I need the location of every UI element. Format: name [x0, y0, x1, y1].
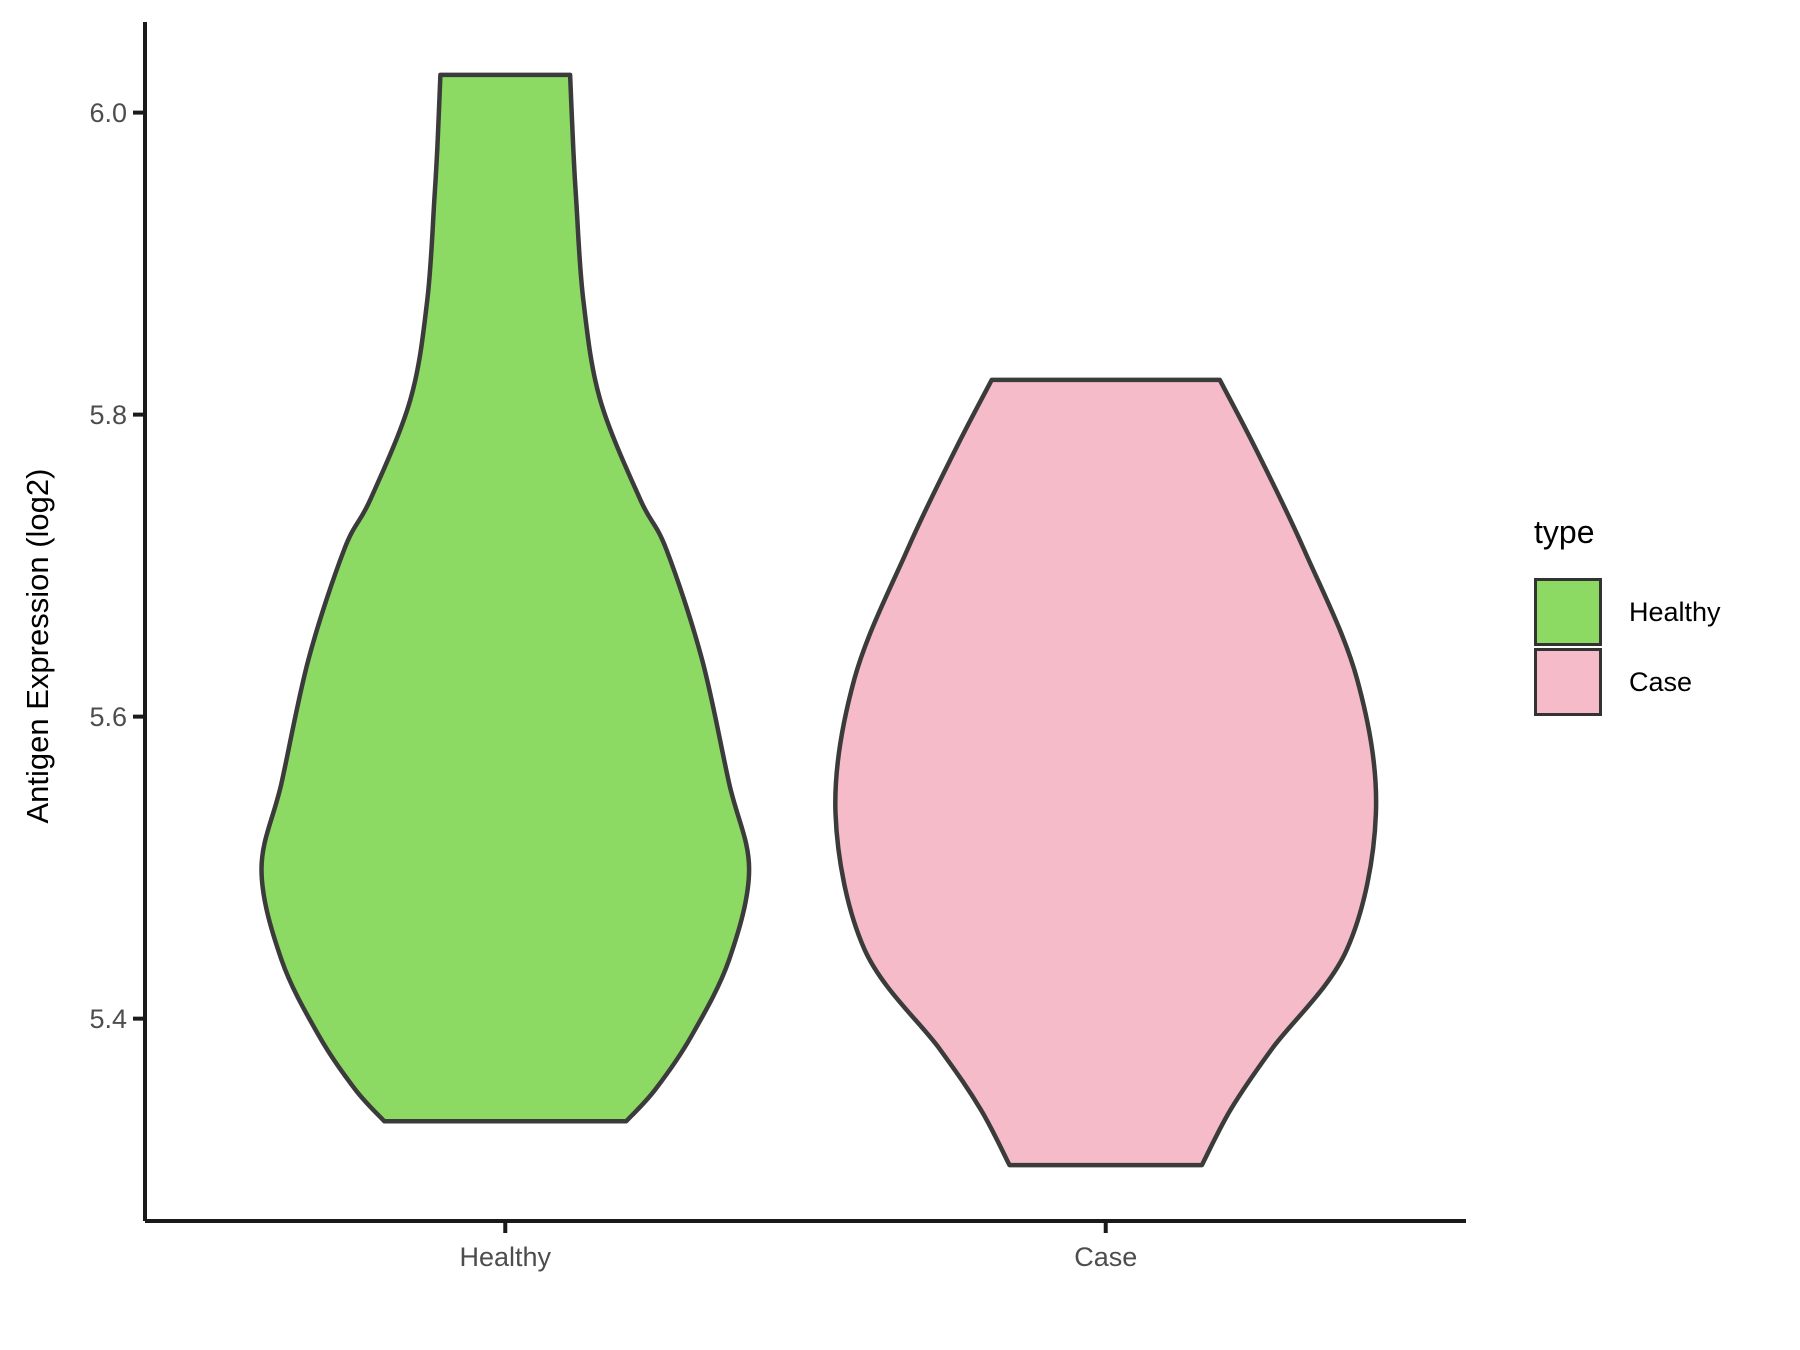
legend-item-healthy: Healthy — [1534, 578, 1721, 646]
violins-layer — [259, 72, 1379, 1168]
y-tick-label-5.6: 5.6 — [89, 701, 127, 732]
legend-swatch-case — [1534, 648, 1602, 716]
legend-label-healthy: Healthy — [1629, 596, 1721, 627]
y-tick-label-5.8: 5.8 — [89, 399, 127, 430]
y-tick-label-5.4: 5.4 — [89, 1003, 127, 1034]
violin-case — [833, 377, 1379, 1168]
y-tick-label-6.0: 6.0 — [89, 97, 127, 128]
legend-item-case: Case — [1534, 648, 1721, 716]
violin-healthy — [259, 72, 752, 1124]
x-tick-label-healthy: Healthy — [459, 1242, 552, 1272]
legend: type Healthy Case — [1534, 512, 1721, 718]
ticks-layer — [133, 110, 1108, 1233]
legend-swatch-healthy — [1534, 578, 1602, 646]
x-tick-label-case: Case — [1074, 1242, 1138, 1272]
legend-label-case: Case — [1629, 666, 1693, 697]
legend-title: type — [1534, 514, 1595, 550]
axes-layer — [143, 22, 1466, 1223]
